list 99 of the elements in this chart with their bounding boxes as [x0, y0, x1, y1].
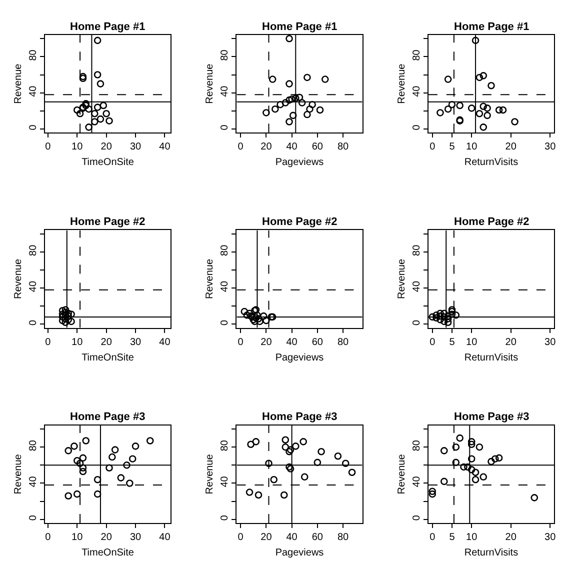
y-axis-title: Revenue — [13, 63, 24, 104]
y-tick-label: 0 — [411, 124, 422, 130]
x-tick-label: 20 — [505, 336, 517, 348]
y-tick-label: 40 — [28, 280, 39, 292]
x-tick-label: 0 — [430, 532, 436, 543]
y-tick-label: 80 — [220, 244, 231, 256]
x-tick-label: 10 — [466, 336, 478, 348]
y-tick-label: 40 — [220, 280, 231, 292]
x-tick-label: 30 — [544, 532, 556, 543]
y-axis-title: Revenue — [13, 454, 24, 494]
y-tick-label: 40 — [220, 476, 231, 488]
y-tick-label: 80 — [28, 244, 39, 256]
y-tick-label: 80 — [411, 244, 422, 256]
x-tick-label: 30 — [130, 336, 142, 348]
x-tick-label: 0 — [238, 142, 244, 153]
x-tick-label: 0 — [238, 532, 244, 543]
x-tick-label: 30 — [544, 336, 556, 348]
chart-title: Home Page #3 — [262, 411, 338, 423]
x-tick-label: 30 — [130, 532, 142, 543]
x-tick-label: 60 — [312, 336, 324, 348]
y-axis-title: Revenue — [13, 258, 24, 300]
x-tick-label: 0 — [238, 336, 244, 348]
chart-title: Home Page #1 — [70, 21, 146, 33]
x-axis-title: TimeOnSite — [82, 548, 134, 558]
chart-title: Home Page #2 — [454, 216, 530, 228]
y-tick-label: 40 — [28, 85, 39, 97]
x-tick-label: 20 — [505, 142, 517, 153]
x-tick-label: 30 — [544, 142, 556, 153]
x-tick-label: 0 — [45, 336, 52, 348]
x-tick-label: 20 — [260, 142, 272, 153]
y-tick-label: 80 — [220, 49, 231, 61]
y-tick-label: 0 — [220, 514, 231, 521]
chart-title: Home Page #1 — [262, 21, 338, 33]
y-tick-label: 0 — [411, 514, 422, 521]
x-tick-label: 60 — [312, 142, 324, 153]
x-tick-label: 40 — [159, 142, 171, 153]
x-axis-title: ReturnVisits — [464, 548, 518, 558]
x-tick-label: 60 — [312, 532, 324, 543]
x-tick-label: 20 — [100, 142, 112, 153]
y-axis-title: Revenue — [204, 258, 216, 300]
x-tick-label: 5 — [449, 336, 456, 348]
x-tick-label: 5 — [449, 142, 456, 153]
x-tick-label: 80 — [338, 142, 350, 153]
x-tick-label: 30 — [130, 142, 142, 153]
y-axis-title: Revenue — [204, 63, 216, 104]
x-tick-label: 80 — [338, 532, 350, 543]
x-tick-label: 40 — [159, 336, 171, 348]
x-axis-title: Pageviews — [275, 352, 324, 364]
x-tick-label: 0 — [430, 142, 436, 153]
x-tick-label: 20 — [260, 336, 272, 348]
x-axis-title: TimeOnSite — [82, 352, 134, 364]
y-tick-label: 40 — [28, 476, 39, 488]
chart-title: Home Page #2 — [262, 216, 338, 228]
y-tick-label: 0 — [28, 124, 39, 130]
y-axis-title: Revenue — [396, 454, 408, 494]
x-tick-label: 80 — [338, 336, 350, 348]
y-axis-title: Revenue — [396, 63, 408, 104]
chart-title: Home Page #3 — [454, 411, 530, 423]
y-tick-label: 40 — [411, 85, 422, 97]
y-tick-label: 0 — [411, 319, 422, 326]
x-tick-label: 0 — [430, 336, 436, 348]
x-tick-label: 40 — [286, 142, 298, 153]
x-axis-title: ReturnVisits — [464, 157, 518, 168]
y-tick-label: 0 — [220, 319, 231, 326]
x-tick-label: 10 — [72, 142, 84, 153]
y-tick-label: 80 — [28, 49, 39, 61]
x-tick-label: 10 — [466, 532, 478, 543]
x-tick-label: 0 — [45, 532, 52, 543]
y-axis-title: Revenue — [396, 258, 408, 300]
x-axis-title: TimeOnSite — [82, 157, 134, 168]
y-tick-label: 80 — [28, 440, 39, 452]
y-tick-label: 0 — [28, 514, 39, 521]
x-tick-label: 20 — [505, 532, 517, 543]
x-axis-title: Pageviews — [275, 157, 324, 168]
x-tick-label: 5 — [449, 532, 456, 543]
x-tick-label: 40 — [159, 532, 171, 543]
x-tick-label: 20 — [100, 532, 112, 543]
y-tick-label: 80 — [411, 440, 422, 452]
x-axis-title: Pageviews — [275, 548, 324, 558]
x-tick-label: 40 — [286, 336, 298, 348]
x-tick-label: 10 — [72, 336, 84, 348]
x-axis-title: ReturnVisits — [464, 352, 518, 364]
x-tick-label: 20 — [260, 532, 272, 543]
chart-title: Home Page #3 — [70, 411, 146, 423]
y-tick-label: 40 — [220, 85, 231, 97]
x-tick-label: 40 — [286, 532, 298, 543]
y-axis-title: Revenue — [204, 454, 216, 494]
y-tick-label: 40 — [411, 476, 422, 488]
y-tick-label: 40 — [411, 280, 422, 292]
x-tick-label: 0 — [45, 142, 52, 153]
chart-title: Home Page #1 — [454, 21, 530, 33]
y-tick-label: 0 — [220, 124, 231, 130]
x-tick-label: 20 — [100, 336, 112, 348]
chart-title: Home Page #2 — [70, 216, 146, 228]
y-tick-label: 80 — [411, 49, 422, 61]
x-tick-label: 10 — [466, 142, 478, 153]
y-tick-label: 0 — [28, 319, 39, 326]
x-tick-label: 10 — [72, 532, 84, 543]
y-tick-label: 80 — [220, 440, 231, 452]
